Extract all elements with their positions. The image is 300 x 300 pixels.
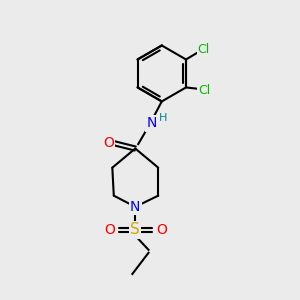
Text: H: H — [158, 112, 167, 123]
Text: Cl: Cl — [198, 84, 210, 97]
Text: S: S — [130, 222, 140, 237]
Text: N: N — [130, 200, 140, 214]
Text: O: O — [156, 223, 167, 237]
Text: O: O — [104, 223, 115, 237]
Text: O: O — [103, 136, 114, 150]
Text: Cl: Cl — [197, 43, 210, 56]
Text: N: N — [146, 116, 157, 130]
